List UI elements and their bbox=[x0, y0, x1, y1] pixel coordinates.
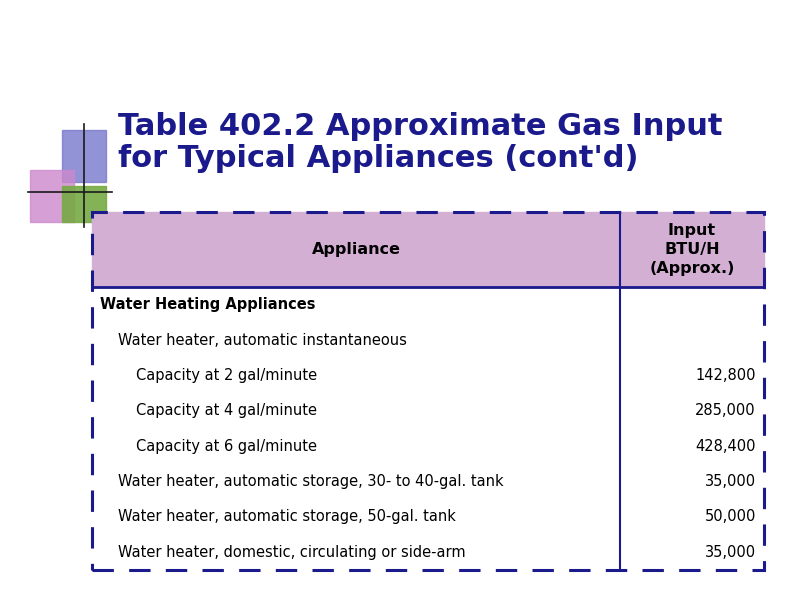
Text: Capacity at 6 gal/minute: Capacity at 6 gal/minute bbox=[136, 439, 317, 453]
Text: Appliance: Appliance bbox=[311, 242, 401, 257]
Bar bbox=[62, 186, 106, 222]
Text: Input
BTU/H
(Approx.): Input BTU/H (Approx.) bbox=[649, 223, 735, 275]
Text: 428,400: 428,400 bbox=[695, 439, 756, 453]
Text: 285,000: 285,000 bbox=[695, 403, 756, 419]
Text: Table 402.2 Approximate Gas Input: Table 402.2 Approximate Gas Input bbox=[118, 112, 722, 141]
Text: Capacity at 4 gal/minute: Capacity at 4 gal/minute bbox=[136, 403, 317, 419]
Bar bbox=[92, 212, 764, 287]
Bar bbox=[30, 170, 74, 222]
Text: Water heater, automatic storage, 30- to 40-gal. tank: Water heater, automatic storage, 30- to … bbox=[118, 474, 504, 489]
Text: Water heater, domestic, circulating or side-arm: Water heater, domestic, circulating or s… bbox=[118, 545, 466, 560]
Text: Water heater, automatic storage, 50-gal. tank: Water heater, automatic storage, 50-gal.… bbox=[118, 509, 456, 524]
Text: 35,000: 35,000 bbox=[705, 545, 756, 560]
Text: 50,000: 50,000 bbox=[705, 509, 756, 524]
Text: 142,800: 142,800 bbox=[695, 368, 756, 383]
Text: for Typical Appliances (cont'd): for Typical Appliances (cont'd) bbox=[118, 144, 638, 173]
Text: 35,000: 35,000 bbox=[705, 474, 756, 489]
Text: Capacity at 2 gal/minute: Capacity at 2 gal/minute bbox=[136, 368, 317, 383]
Bar bbox=[62, 130, 106, 182]
Text: Water heater, automatic instantaneous: Water heater, automatic instantaneous bbox=[118, 332, 407, 348]
Text: Water Heating Appliances: Water Heating Appliances bbox=[100, 297, 315, 312]
